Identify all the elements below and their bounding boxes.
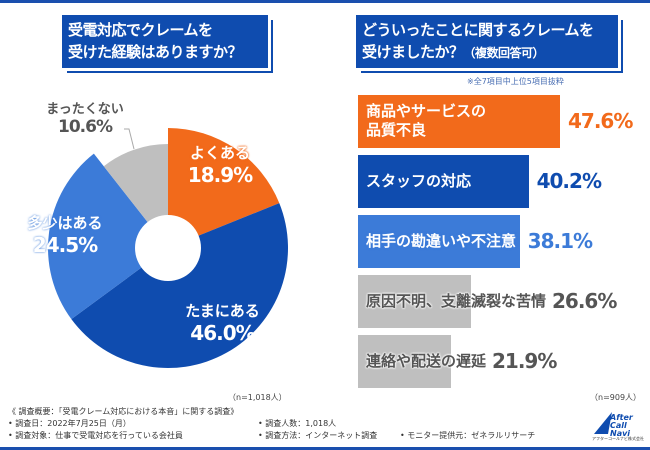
bottom-border [0,447,650,450]
footer-date: • 調査日：2022年7月25日（月） [8,419,131,428]
bar-label: スタッフの対応 [366,172,472,190]
company-logo: After Call Navi アフターコールナビ株式会社 [590,410,644,441]
leader-line [124,128,135,150]
bar [358,275,471,328]
bar-label: 原因不明、支離滅裂な苦情 [366,292,547,310]
bar [358,335,451,388]
pie-slice [168,128,280,248]
bar-label: 商品やサービスの 品質不良 [366,102,486,140]
footer-method: • 調査方法：インターネット調査 [258,431,378,440]
logo-text2: Call Navi [610,421,631,438]
slice-label-somewhat: 多少はある 24.5% [15,212,115,257]
donut-hole [135,215,201,281]
left-title-line2: 受けた経験はありますか？ [68,43,243,61]
value-sometimes: 46.0% [190,321,255,345]
label-often: よくある [189,144,250,162]
bar-value: 38.1% [527,229,593,253]
pie-slice [47,153,168,320]
bar-label: 相手の勘違いや不注意 [366,232,517,250]
bar-value: 26.6% [552,289,617,313]
logo-mark-icon [594,412,612,434]
right-note: ※全7項目中上位5項目抜粋 [467,77,564,86]
footer-count: • 調査人数：1,018人 [258,419,337,428]
slice-label-sometimes: たまにある 46.0% [175,300,270,345]
bar-label-line1: 商品やサービスの [366,102,487,120]
right-title-suffix: （複数回答可） [463,46,545,60]
bar [358,95,560,148]
left-sample-size: （n=1,018人） [228,393,287,402]
logo-sub: アフターコールナビ株式会社 [592,436,644,441]
top-border [0,0,650,3]
bar [358,155,529,208]
footer-monitor: • モニター提供元：ゼネラルリサーチ [400,431,536,440]
bar-label-line2: 品質不良 [366,121,427,139]
footer-target: • 調査対象：仕事で受電対応を行っている会社員 [8,431,183,440]
slice-label-never: まったくない 10.6% [35,98,135,137]
right-title-box: どういったことに関するクレームを 受けましたか？（複数回答可） [356,15,618,68]
bar-value: 47.6% [568,109,633,133]
logo-text1: After [610,413,633,422]
slice-label-often: よくある 18.9% [180,142,260,187]
value-somewhat: 24.5% [32,233,98,257]
label-somewhat: 多少はある [27,214,103,232]
donut-chart [47,128,289,369]
value-never: 10.6% [58,117,113,137]
left-title-box: 受電対応でクレームを 受けた経験はありますか？ [62,15,268,68]
label-never: まったくない [46,102,124,117]
bar-label: 連絡や配送の遅延 [366,352,487,370]
bar-value: 40.2% [536,169,602,193]
right-title-line2: 受けましたか？ [362,43,464,61]
bar [358,215,520,268]
pie-slice [71,203,289,369]
bar-value: 21.9% [492,349,557,373]
left-title-line1: 受電対応でクレームを [68,21,213,39]
right-sample-size: （n=909人） [590,393,642,402]
label-sometimes: たまにある [185,302,260,320]
right-title-line1: どういったことに関するクレームを [362,21,594,39]
footer-overview: 《 調査概要：「受電クレーム対応における本音」に関する調査》 [8,407,239,416]
value-often: 18.9% [187,163,253,187]
